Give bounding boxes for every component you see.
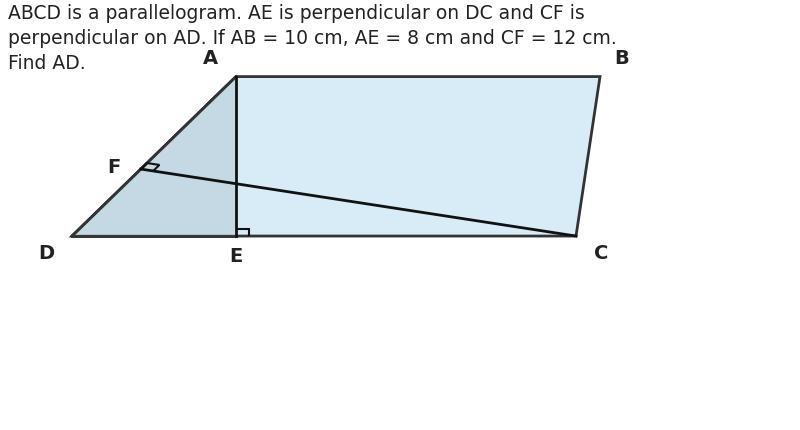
Text: B: B <box>614 49 629 68</box>
Polygon shape <box>72 77 236 236</box>
Polygon shape <box>72 77 236 236</box>
Text: ABCD is a parallelogram. AE is perpendicular on DC and CF is
perpendicular on AD: ABCD is a parallelogram. AE is perpendic… <box>8 4 617 73</box>
Text: E: E <box>230 246 242 265</box>
Text: F: F <box>108 158 121 177</box>
Text: D: D <box>38 243 54 262</box>
Text: C: C <box>594 243 608 262</box>
Polygon shape <box>72 77 600 236</box>
Text: A: A <box>203 49 218 68</box>
